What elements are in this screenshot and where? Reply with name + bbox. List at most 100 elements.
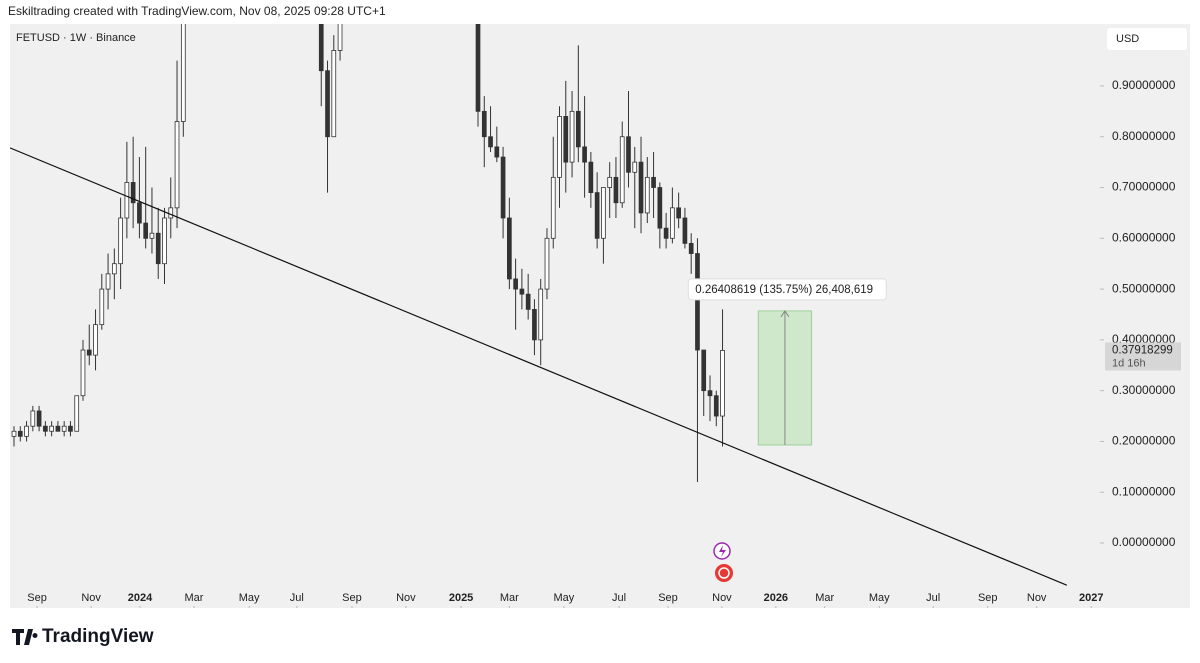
currency[interactable]: USD (1116, 33, 1139, 45)
candle-body (68, 425, 73, 432)
logo-mark (12, 629, 38, 645)
candle-body (563, 116, 569, 163)
y-tick-label: 0.90000000 (1112, 78, 1176, 92)
candle-body (713, 395, 719, 417)
candle-body (475, 24, 481, 112)
candle-body (155, 232, 161, 265)
candle-body (569, 110, 575, 163)
logo-text: TradingView (42, 626, 154, 647)
plot (10, 24, 1067, 586)
candle-body (93, 324, 98, 356)
candle-body (507, 217, 512, 280)
candle-body (494, 146, 500, 158)
candle-body (130, 182, 136, 204)
x-tick-label: Jul (612, 592, 626, 604)
y-tick-label: 0.00000000 (1112, 535, 1176, 549)
candle-body (111, 263, 117, 275)
candle-body (638, 161, 644, 214)
candle-body (143, 222, 149, 239)
candle-body (118, 217, 123, 265)
candle-body (99, 288, 105, 326)
candle-body (688, 242, 694, 254)
x-tick-label: Jul (290, 592, 304, 604)
candle-body (481, 110, 487, 138)
candle-body (619, 136, 625, 204)
candle-body (550, 176, 556, 239)
x-tick-label: May (239, 592, 260, 604)
candle-body (168, 207, 174, 219)
x-tick-label: Mar (500, 592, 519, 604)
candle-body (105, 273, 111, 290)
x-tick-label: Mar (815, 592, 834, 604)
candle-body (663, 227, 669, 239)
chart-background (10, 24, 1190, 608)
candle-body (149, 232, 155, 239)
x-tick-label: May (554, 592, 575, 604)
last-price: 0.37918299 (1112, 344, 1173, 356)
countdown: 1d 16h (1112, 357, 1146, 369)
currency-box[interactable] (1107, 28, 1187, 50)
candle-body (80, 349, 86, 397)
candle-body (575, 110, 581, 148)
candle-body (601, 187, 606, 239)
candle-body (519, 288, 525, 295)
x-tick-label: 2026 (764, 592, 788, 604)
x-tick-label: Sep (658, 592, 678, 604)
candle-body (707, 390, 713, 397)
measure-arrowhead (780, 310, 790, 318)
event-icon-glyph (718, 567, 730, 579)
candle-body (55, 425, 61, 432)
x-tick-label: Mar (184, 592, 203, 604)
symbol-title: FETUSD · 1W · Binance (16, 32, 136, 44)
event-icon[interactable] (715, 564, 733, 582)
y-tick-label: 0.50000000 (1112, 281, 1176, 295)
event-icon-glyph (719, 545, 726, 557)
x-tick-label: Jul (926, 592, 940, 604)
candle-body (74, 395, 80, 432)
candle-body (594, 192, 600, 239)
event-icons (713, 542, 733, 582)
candle-body (30, 410, 36, 427)
x-tick-label: Sep (27, 592, 47, 604)
candle-body (588, 161, 594, 193)
candle-body (61, 425, 67, 432)
candle-body (557, 116, 562, 178)
candle-body (43, 425, 48, 432)
candle-body (11, 430, 17, 437)
candle-body (318, 24, 324, 72)
x-tick-label: Nov (712, 592, 732, 604)
candle-body (538, 288, 544, 341)
trendline (10, 147, 1067, 586)
y-tick-label: 0.70000000 (1112, 180, 1176, 194)
candle-body (513, 278, 518, 290)
candle-body (644, 176, 650, 214)
x-tick-label: 2027 (1079, 592, 1103, 604)
y-tick-label: 0.10000000 (1112, 484, 1176, 498)
candle-body (582, 146, 587, 163)
measure-label-box (687, 278, 887, 301)
candle-body (544, 237, 550, 290)
y-tick-label: 0.30000000 (1112, 383, 1176, 397)
candle-body (626, 136, 631, 173)
candle-body (695, 253, 700, 351)
candle-body (331, 50, 337, 138)
x-tick-label: 2024 (128, 592, 153, 604)
credit: Eskiltrading created with TradingView.co… (8, 4, 386, 18)
candle-body (720, 350, 725, 417)
last-price-tag (1105, 342, 1181, 371)
candle-body (701, 349, 707, 392)
x-tick-label: Nov (1027, 592, 1047, 604)
x-tick-label: May (869, 592, 890, 604)
candle-body (325, 70, 330, 138)
candle-body (49, 425, 54, 432)
candle-body (657, 187, 663, 229)
candle-body (525, 293, 531, 310)
candle-body (651, 176, 656, 188)
candle-body (36, 410, 42, 427)
candle-body (607, 176, 613, 188)
x-tick-label: Nov (396, 592, 416, 604)
candle-body (24, 425, 29, 437)
candle-body (162, 217, 167, 265)
candle-body (137, 202, 142, 224)
candle-body (180, 24, 186, 122)
